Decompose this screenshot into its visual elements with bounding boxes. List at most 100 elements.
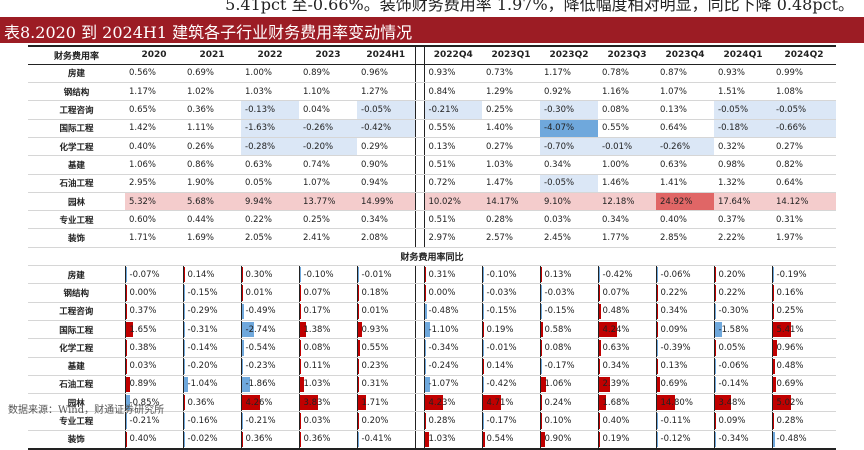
yoy-value: 0.93% bbox=[361, 324, 389, 335]
yoy-value: 1.03% bbox=[428, 434, 456, 445]
rate-cell: -0.42% bbox=[357, 119, 415, 138]
yoy-cell: 0.36% bbox=[240, 430, 299, 450]
rate-cell: 0.96% bbox=[357, 64, 415, 84]
yoy-cell: -0.15% bbox=[182, 283, 241, 303]
yoy-value: 1.38% bbox=[303, 324, 331, 335]
yoy-value: 0.10% bbox=[544, 416, 572, 427]
yoy-bar bbox=[599, 340, 602, 356]
rate-row: 化学工程 0.40% 0.26% -0.28% -0.20% 0.29% 0.13% 0.27… bbox=[28, 137, 836, 157]
rate-cell: -0.01% bbox=[598, 137, 656, 157]
overflow-paragraph: 5.41pct 至-0.66%。装饰财务费用率 1.97%，降低幅度相对明显，同… bbox=[225, 0, 854, 14]
yoy-cell: 0.40% bbox=[124, 430, 183, 450]
rate-cell: 0.78% bbox=[598, 64, 656, 84]
yoy-cell: 0.01% bbox=[240, 283, 299, 303]
yoy-cell: 1.65% bbox=[124, 320, 183, 340]
yoy-cell: 1.68% bbox=[597, 393, 656, 413]
rate-cell: 9.94% bbox=[241, 192, 299, 212]
yoy-cell: 1.06% bbox=[539, 375, 598, 395]
yoy-cell: 0.34% bbox=[597, 357, 656, 376]
rate-cell: 1.11% bbox=[183, 119, 241, 138]
rate-cell: -0.66% bbox=[772, 119, 836, 138]
yoy-value: 0.90% bbox=[544, 434, 572, 445]
column-separator bbox=[414, 210, 425, 230]
yoy-bar bbox=[773, 285, 774, 301]
yoy-bar bbox=[300, 267, 301, 283]
yoy-value: 0.54% bbox=[486, 434, 514, 445]
yoy-value: 0.40% bbox=[129, 434, 157, 445]
yoy-bar bbox=[425, 321, 430, 338]
rate-cell: 0.40% bbox=[125, 137, 183, 157]
yoy-value: -0.17% bbox=[544, 361, 575, 372]
yoy-bar bbox=[657, 395, 675, 411]
row-label: 化学工程 bbox=[28, 137, 125, 157]
rate-cell: 2.41% bbox=[299, 228, 357, 248]
yoy-bar bbox=[126, 321, 134, 338]
yoy-cell: -0.11% bbox=[655, 411, 714, 431]
rate-cell: 0.63% bbox=[656, 155, 714, 175]
column-separator bbox=[414, 228, 425, 248]
rate-cell: 0.93% bbox=[424, 64, 482, 84]
yoy-value: 0.34% bbox=[602, 361, 630, 372]
yoy-cell: -0.02% bbox=[182, 430, 241, 450]
rate-cell: 0.82% bbox=[772, 155, 836, 175]
yoy-bar bbox=[358, 285, 359, 301]
yoy-value: 0.13% bbox=[660, 361, 688, 372]
yoy-bar bbox=[184, 395, 186, 411]
column-separator bbox=[414, 174, 425, 193]
yoy-cell: -0.17% bbox=[539, 357, 598, 376]
rate-cell: 0.86% bbox=[183, 155, 241, 175]
yoy-bar bbox=[425, 358, 426, 374]
yoy-value: 0.18% bbox=[361, 288, 389, 298]
column-header: 2024Q1 bbox=[714, 44, 772, 65]
yoy-value: 0.22% bbox=[718, 288, 746, 298]
column-header: 2024H1 bbox=[357, 44, 415, 65]
yoy-cell: 0.08% bbox=[298, 338, 357, 358]
yoy-cell: 0.40% bbox=[597, 411, 656, 431]
yoy-value: 3.48% bbox=[718, 397, 746, 408]
yoy-bar bbox=[425, 267, 426, 283]
yoy-bar bbox=[300, 395, 318, 411]
yoy-value: -0.21% bbox=[129, 416, 160, 427]
rate-cell: 0.51% bbox=[424, 155, 482, 175]
yoy-cell: 0.96% bbox=[771, 338, 836, 358]
yoy-value: 0.07% bbox=[303, 288, 331, 298]
yoy-cell: 0.09% bbox=[655, 320, 714, 340]
yoy-cell: 0.48% bbox=[597, 302, 656, 321]
yoy-cell: 0.31% bbox=[423, 265, 482, 285]
yoy-bar bbox=[300, 285, 301, 301]
rate-cell: 0.36% bbox=[183, 100, 241, 120]
yoy-bar bbox=[126, 285, 127, 301]
yoy-cell: -0.24% bbox=[423, 357, 482, 376]
yoy-cell: 0.03% bbox=[124, 357, 183, 376]
yoy-value: 0.09% bbox=[660, 324, 688, 335]
yoy-value: 0.20% bbox=[718, 269, 746, 280]
yoy-cell: -0.31% bbox=[182, 320, 241, 340]
yoy-value: 4.71% bbox=[486, 397, 514, 408]
yoy-value: -0.49% bbox=[245, 306, 276, 317]
yoy-bar bbox=[358, 321, 362, 338]
rate-cell: -0.70% bbox=[540, 137, 598, 157]
table-body: 财务费用率 2020 2021 2022 2023 2024H1 2022Q4 2023Q1 2… bbox=[28, 44, 836, 450]
rate-row: 基建 1.06% 0.86% 0.63% 0.74% 0.90% 0.51% 1.03% 0.3… bbox=[28, 155, 836, 175]
yoy-value: -0.01% bbox=[361, 269, 392, 280]
yoy-cell: 4.24% bbox=[597, 320, 656, 340]
yoy-cell: 0.23% bbox=[356, 357, 415, 376]
yoy-value: 0.03% bbox=[303, 416, 331, 427]
yoy-value: 0.36% bbox=[187, 397, 215, 408]
yoy-cell: 0.07% bbox=[298, 283, 357, 303]
rate-cell: 0.51% bbox=[424, 210, 482, 230]
column-header: 2023Q3 bbox=[598, 44, 656, 65]
yoy-bar bbox=[715, 285, 716, 301]
rate-cell: -0.05% bbox=[540, 174, 598, 193]
yoy-cell: -0.49% bbox=[240, 302, 299, 321]
rate-cell: 1.47% bbox=[482, 174, 540, 193]
rate-cell: 0.55% bbox=[424, 119, 482, 138]
yoy-bar bbox=[126, 413, 127, 429]
yoy-bar bbox=[715, 340, 716, 356]
yoy-cell: 0.20% bbox=[356, 411, 415, 431]
yoy-bar bbox=[126, 340, 128, 356]
yoy-cell: -1.04% bbox=[182, 375, 241, 395]
yoy-cell: 0.13% bbox=[539, 265, 598, 285]
rate-cell: 0.93% bbox=[714, 64, 772, 84]
yoy-value: 0.38% bbox=[129, 342, 157, 353]
